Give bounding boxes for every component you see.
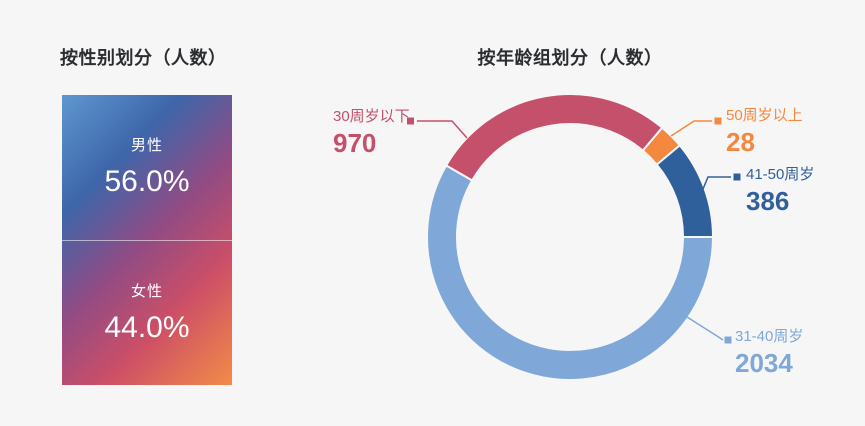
- callout-under-30-label: 30周岁以下: [333, 108, 410, 125]
- donut-segment-0[interactable]: [444, 93, 664, 182]
- gender-gradient-card: 男性 56.0% 女性 44.0%: [62, 95, 232, 385]
- leader-line-41-50: [702, 176, 731, 190]
- donut-segments[interactable]: [426, 93, 715, 381]
- callout-leader-lines: [407, 117, 741, 344]
- male-segment[interactable]: 男性 56.0%: [62, 95, 232, 240]
- leader-line-31-40: [686, 316, 724, 341]
- male-percentage: 56.0%: [104, 165, 190, 198]
- callout-31-40-label: 31-40周岁: [735, 328, 804, 345]
- marker-31-40: [724, 336, 732, 344]
- callout-under-30-value: 970: [333, 127, 377, 158]
- age-panel-title: 按年龄组划分（人数）: [477, 48, 663, 68]
- callout-over-50-label: 50周岁以上: [726, 107, 803, 124]
- male-label: 男性: [130, 137, 163, 154]
- callout-41-50-label: 41-50周岁: [746, 166, 815, 183]
- callout-41-50-value: 386: [746, 185, 790, 216]
- callout-over-50: 50周岁以上 28: [726, 107, 803, 157]
- female-segment[interactable]: 女性 44.0%: [62, 240, 232, 385]
- leader-line-under-30: [417, 120, 468, 139]
- callout-31-40: 31-40周岁 2034: [735, 328, 804, 378]
- callout-41-50: 41-50周岁 386: [746, 166, 815, 216]
- marker-41-50: [733, 173, 741, 181]
- callout-under-30: 30周岁以下 970: [333, 108, 410, 158]
- marker-over-50: [714, 117, 722, 125]
- marker-under-30: [407, 117, 414, 125]
- female-label: 女性: [130, 282, 163, 300]
- leader-line-over-50: [670, 120, 712, 137]
- donut-segment-2[interactable]: [655, 143, 715, 238]
- callout-over-50-value: 28: [726, 126, 755, 157]
- gender-panel-title: 按性别划分（人数）: [60, 48, 227, 68]
- donut-segment-3[interactable]: [426, 164, 715, 381]
- female-percentage: 44.0%: [104, 310, 190, 344]
- callout-31-40-value: 2034: [735, 347, 793, 378]
